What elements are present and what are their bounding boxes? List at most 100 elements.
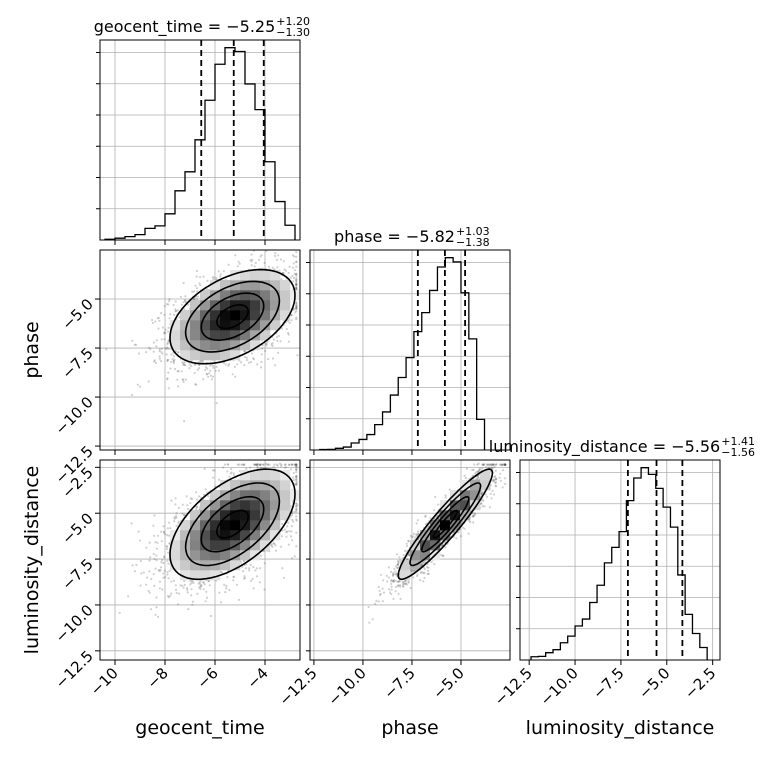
scatter-point xyxy=(163,338,166,341)
scatter-point xyxy=(165,547,168,551)
scatter-point xyxy=(245,563,248,566)
scatter-point xyxy=(274,549,277,552)
scatter-point xyxy=(275,336,279,339)
panel-frame xyxy=(99,39,301,241)
scatter-point xyxy=(152,573,155,576)
scatter-point xyxy=(295,285,298,289)
scatter-point xyxy=(136,383,139,386)
scatter-point xyxy=(164,347,167,350)
scatter-point xyxy=(148,570,151,573)
scatter-point xyxy=(172,362,175,365)
histogram-step xyxy=(530,467,708,660)
density-cell xyxy=(260,270,271,281)
scatter-point xyxy=(295,286,298,289)
scatter-point xyxy=(265,344,268,347)
scatter-point xyxy=(173,520,176,523)
scatter-point xyxy=(287,271,290,275)
scatter-point xyxy=(264,462,267,465)
scatter-point xyxy=(231,373,234,376)
scatter-point xyxy=(225,584,228,588)
scatter-point xyxy=(176,385,180,388)
scatter-point xyxy=(296,354,299,357)
scatter-point xyxy=(292,277,296,280)
scatter-point xyxy=(183,580,186,583)
scatter-point xyxy=(285,327,288,331)
scatter-point xyxy=(217,270,220,273)
scatter-point xyxy=(184,378,187,381)
density-cell xyxy=(220,340,231,351)
scatter-point xyxy=(133,343,136,346)
scatter-point xyxy=(279,340,282,343)
scatter-point xyxy=(276,464,279,467)
scatter-point xyxy=(161,559,164,562)
scatter-point xyxy=(182,378,185,381)
scatter-point xyxy=(287,543,290,546)
scatter-point xyxy=(151,321,154,325)
density-cell xyxy=(220,320,231,331)
scatter-point xyxy=(264,349,267,353)
scatter-point xyxy=(252,587,255,590)
scatter-point xyxy=(191,497,194,501)
scatter-point xyxy=(215,277,218,280)
scatter-point xyxy=(212,364,215,368)
scatter-point xyxy=(295,476,298,479)
density-cell xyxy=(200,340,211,351)
scatter-point xyxy=(259,567,262,570)
scatter-point xyxy=(249,259,252,262)
scatter-point xyxy=(234,375,237,378)
scatter-point xyxy=(265,343,268,346)
density-cell xyxy=(210,320,221,331)
density-cell xyxy=(180,350,191,361)
scatter-point xyxy=(220,601,223,604)
scatter-point xyxy=(157,569,160,572)
scatter-point xyxy=(164,332,167,335)
scatter-point xyxy=(228,363,231,366)
scatter-point xyxy=(176,370,179,373)
scatter-point xyxy=(179,584,182,587)
scatter-point xyxy=(194,284,197,287)
scatter-point xyxy=(280,535,283,538)
scatter-point xyxy=(152,341,155,344)
scatter-point xyxy=(169,313,172,316)
scatter-point xyxy=(289,276,292,279)
scatter-point xyxy=(158,350,161,353)
scatter-point xyxy=(152,552,155,556)
scatter-point xyxy=(241,565,244,569)
scatter-point xyxy=(154,613,157,616)
scatter-point xyxy=(160,360,163,363)
scatter-point xyxy=(266,463,269,466)
density-cell xyxy=(240,270,251,281)
scatter-point xyxy=(232,579,235,582)
scatter-point xyxy=(294,482,297,485)
scatter-point xyxy=(215,365,218,368)
scatter-point xyxy=(191,290,194,293)
scatter-point xyxy=(263,562,266,565)
density-cell xyxy=(170,320,181,331)
scatter-point xyxy=(273,254,277,257)
density-cell xyxy=(260,290,271,301)
scatter-point xyxy=(166,573,169,576)
scatter-point xyxy=(187,608,190,611)
scatter-point xyxy=(260,360,263,364)
scatter-point xyxy=(156,317,159,320)
scatter-point xyxy=(253,463,256,466)
scatter-point xyxy=(285,530,288,534)
scatter-point xyxy=(154,361,157,365)
scatter-point xyxy=(281,567,284,570)
scatter-point xyxy=(170,592,173,595)
scatter-point xyxy=(290,314,293,317)
scatter-point xyxy=(205,373,208,376)
scatter-point xyxy=(295,531,298,534)
scatter-point xyxy=(219,275,222,278)
scatter-point xyxy=(243,576,247,580)
scatter-point xyxy=(166,360,169,363)
scatter-point xyxy=(295,283,298,286)
density-cell xyxy=(240,310,251,321)
scatter-point xyxy=(189,583,192,586)
density-cell xyxy=(250,280,261,291)
scatter-point xyxy=(243,463,246,466)
scatter-point xyxy=(295,283,298,286)
scatter-point xyxy=(294,463,297,466)
scatter-point xyxy=(262,550,265,553)
scatter-point xyxy=(271,266,274,269)
